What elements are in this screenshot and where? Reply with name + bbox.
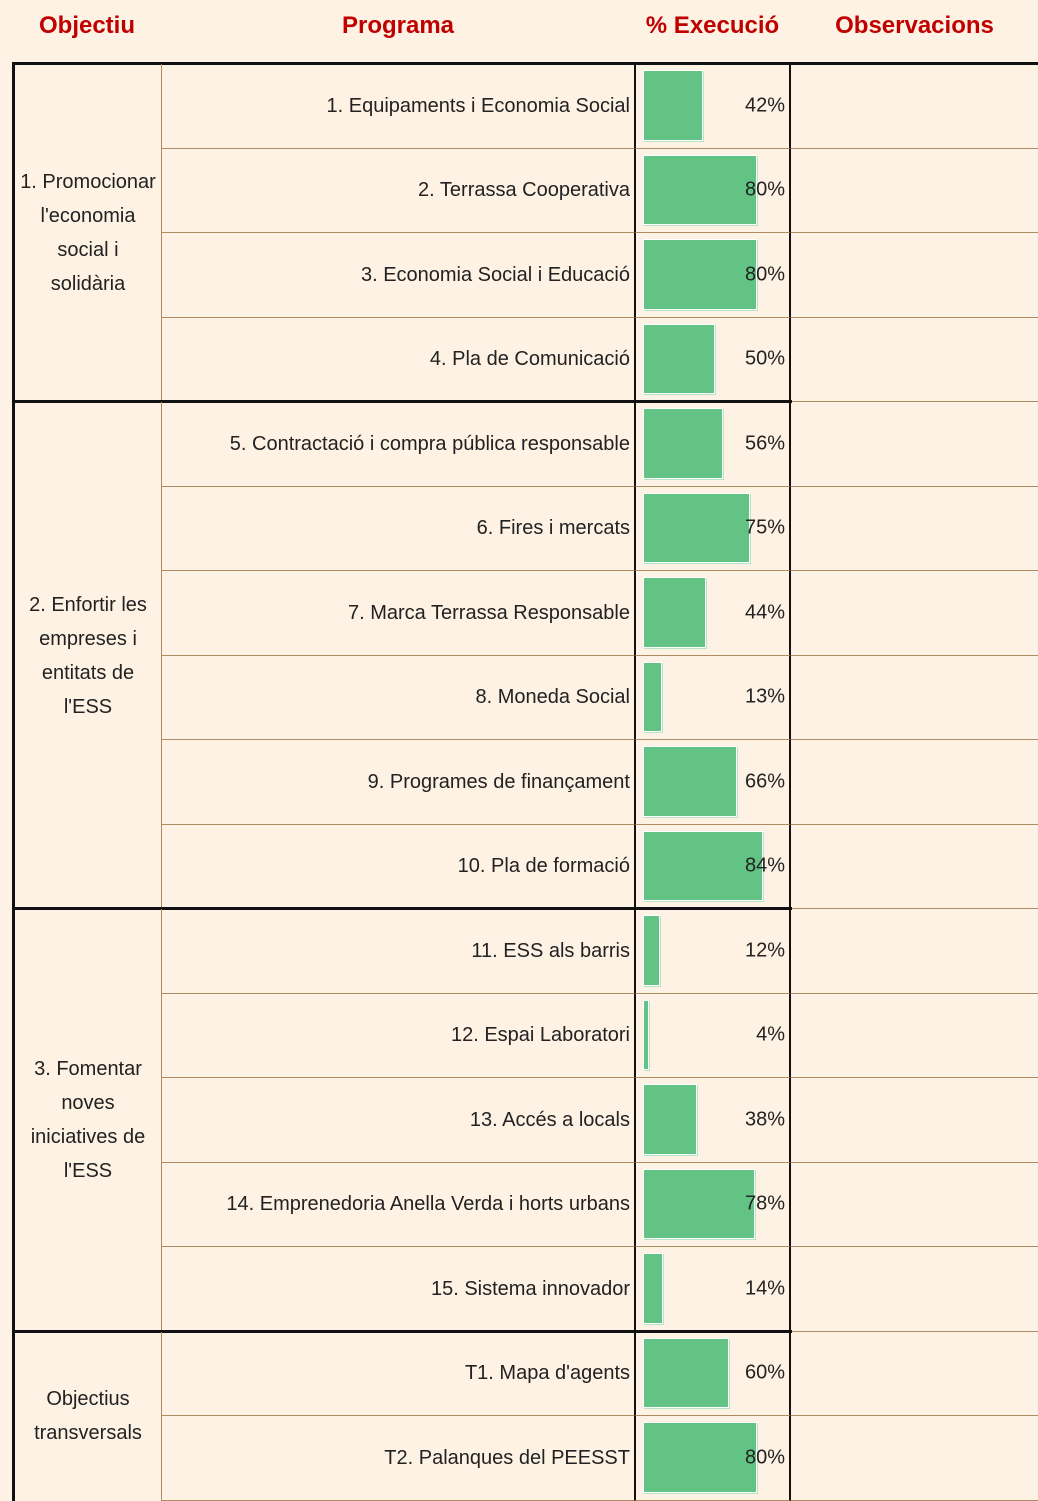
execution-cell: 12% — [634, 909, 791, 994]
program-cell: T2. Palanques del PEESST — [162, 1416, 634, 1501]
observations-cell — [791, 994, 1038, 1078]
program-cell: 11. ESS als barris — [162, 909, 634, 994]
objective-cell: 2. Enfortir les empreses i entitats de l… — [12, 402, 162, 909]
header-program: Programa — [341, 12, 455, 39]
execution-cell: 14% — [634, 1247, 791, 1332]
observations-cell — [791, 1247, 1038, 1332]
execution-bar — [643, 1084, 698, 1155]
execution-label: 50% — [744, 347, 785, 370]
execution-bar — [643, 239, 758, 310]
execution-cell: 56% — [634, 402, 791, 487]
execution-label: 80% — [744, 1446, 785, 1469]
execution-label: 14% — [744, 1277, 785, 1300]
execution-label: 80% — [744, 263, 785, 286]
group-border — [12, 62, 1038, 65]
observations-cell — [791, 571, 1038, 656]
execution-bar — [643, 70, 704, 141]
header-objective: Objectiu — [38, 12, 135, 39]
execution-bar — [643, 1168, 755, 1239]
observations-cell — [791, 909, 1038, 994]
execution-label: 56% — [744, 432, 785, 455]
execution-bar — [643, 1253, 664, 1324]
objective-cell: 3. Fomentar noves iniciatives de l'ESS — [12, 909, 162, 1332]
execution-bar — [643, 577, 706, 648]
execution-label: 42% — [744, 94, 785, 117]
execution-cell: 80% — [634, 1416, 791, 1501]
execution-cell: 66% — [634, 740, 791, 825]
program-cell: 1. Equipaments i Economia Social — [162, 64, 634, 149]
execution-label: 12% — [744, 939, 785, 962]
execution-label: 4% — [756, 1023, 785, 1046]
observations-cell — [791, 1416, 1038, 1501]
program-cell: 4. Pla de Comunicació — [162, 318, 634, 402]
observations-cell — [791, 740, 1038, 825]
program-cell: 13. Accés a locals — [162, 1078, 634, 1163]
execution-label: 80% — [744, 178, 785, 201]
header-execution: % Execució — [645, 12, 780, 39]
objective-cell: 1. Promocionar l'economia social i solid… — [12, 64, 162, 402]
program-cell: 10. Pla de formació — [162, 825, 634, 909]
execution-label: 13% — [744, 685, 785, 708]
execution-bar — [643, 1422, 758, 1493]
execution-bar — [643, 408, 724, 479]
observations-cell — [791, 825, 1038, 909]
execution-bar — [643, 1337, 729, 1408]
execution-bar — [643, 492, 751, 563]
program-cell: 8. Moneda Social — [162, 656, 634, 740]
observations-cell — [791, 656, 1038, 740]
execution-label: 60% — [744, 1361, 785, 1384]
execution-cell: 38% — [634, 1078, 791, 1163]
group-border — [12, 1329, 792, 1333]
execution-cell: 4% — [634, 993, 791, 1078]
execution-cell: 75% — [634, 486, 791, 571]
group-border — [12, 400, 792, 403]
execution-label: 66% — [744, 770, 785, 793]
header-observations: Observacions — [835, 12, 994, 39]
execution-bar — [643, 323, 715, 394]
execution-cell: 60% — [634, 1331, 791, 1416]
observations-cell — [791, 1332, 1038, 1416]
observations-cell — [791, 487, 1038, 571]
execution-cell: 78% — [634, 1162, 791, 1247]
observations-cell — [791, 1078, 1038, 1163]
execution-bar — [643, 830, 764, 901]
observations-cell — [791, 64, 1038, 149]
observations-cell — [791, 318, 1038, 402]
execution-cell: 13% — [634, 655, 791, 740]
execution-label: 78% — [744, 1192, 785, 1215]
program-cell: 14. Emprenedoria Anella Verda i horts ur… — [162, 1163, 634, 1247]
group-border — [12, 907, 792, 910]
execution-cell: 84% — [634, 824, 791, 909]
execution-cell: 44% — [634, 571, 791, 656]
observations-cell — [791, 233, 1038, 318]
execution-cell: 42% — [634, 64, 791, 149]
program-cell: 15. Sistema innovador — [162, 1247, 634, 1332]
execution-cell: 80% — [634, 233, 791, 318]
program-cell: 6. Fires i mercats — [162, 487, 634, 571]
program-cell: 12. Espai Laboratori — [162, 994, 634, 1078]
program-cell: 9. Programes de finançament — [162, 740, 634, 825]
program-cell: 5. Contractació i compra pública respons… — [162, 402, 634, 487]
observations-cell — [791, 1163, 1038, 1247]
program-cell: 7. Marca Terrassa Responsable — [162, 571, 634, 656]
program-cell: 2. Terrassa Cooperativa — [162, 149, 634, 233]
observations-cell — [791, 149, 1038, 233]
execution-bar — [643, 915, 661, 986]
execution-label: 38% — [744, 1108, 785, 1131]
program-cell: T1. Mapa d'agents — [162, 1332, 634, 1416]
program-cell: 3. Economia Social i Educació — [162, 233, 634, 318]
objective-cell: Objectius transversals — [12, 1331, 162, 1501]
execution-bar — [643, 154, 758, 225]
execution-label: 75% — [744, 516, 785, 539]
execution-cell: 50% — [634, 317, 791, 402]
execution-bar — [643, 999, 649, 1070]
execution-bar — [643, 661, 662, 732]
observations-cell — [791, 402, 1038, 487]
execution-label: 44% — [744, 601, 785, 624]
execution-label: 84% — [744, 854, 785, 877]
execution-cell: 80% — [634, 148, 791, 233]
execution-bar — [643, 746, 738, 817]
